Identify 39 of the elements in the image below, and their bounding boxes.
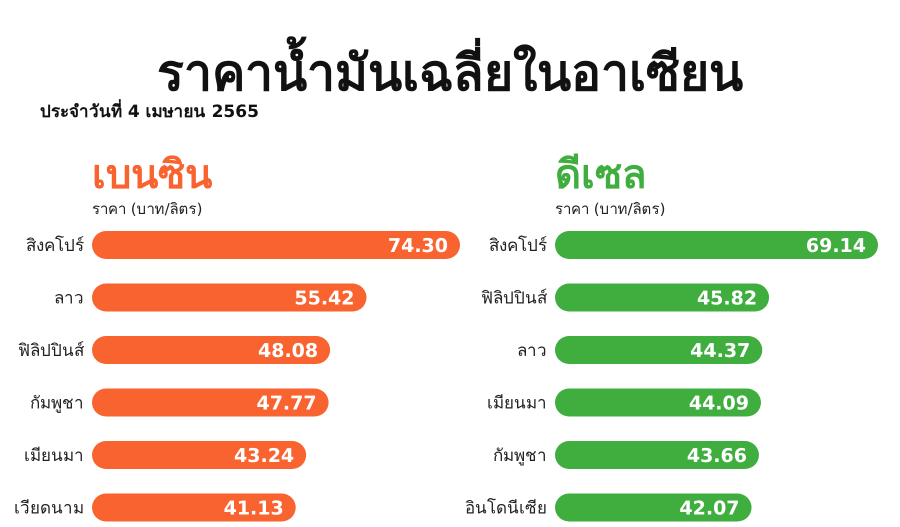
bar bbox=[555, 336, 762, 364]
y-tick-label: กัมพูชา bbox=[30, 394, 84, 414]
y-tick-label: กัมพูชา bbox=[493, 446, 547, 466]
y-tick-label: ลาว bbox=[54, 288, 84, 308]
y-tick-label: สิงคโปร์ bbox=[26, 235, 84, 256]
y-tick-label: เมียนมา bbox=[487, 394, 547, 414]
chart-subtitle: ราคา (บาท/ลิตร) bbox=[555, 200, 666, 218]
chart-title: ดีเซล bbox=[555, 152, 647, 198]
text: ราคาน้ำมันเฉลี่ยในอาเซียน bbox=[157, 36, 743, 102]
y-tick-label: เวียดนาม bbox=[14, 498, 84, 518]
data-label: 55.42 bbox=[294, 288, 354, 310]
data-label: 44.37 bbox=[690, 340, 750, 362]
bar bbox=[92, 441, 306, 469]
chart-subtitle: ราคา (บาท/ลิตร) bbox=[92, 200, 203, 218]
y-tick-label: อินโดนีเซีย bbox=[465, 498, 547, 518]
text: ประจำวันที่ 4 เมษายน 2565 bbox=[40, 99, 259, 122]
bar bbox=[92, 284, 366, 312]
data-label: 41.13 bbox=[224, 498, 284, 520]
y-tick-label: สิงคโปร์ bbox=[489, 235, 547, 256]
y-tick-label: ฟิลิปปินส์ bbox=[18, 341, 85, 361]
data-label: 69.14 bbox=[806, 235, 866, 257]
data-label: 43.24 bbox=[234, 445, 294, 467]
data-label: 42.07 bbox=[679, 498, 740, 520]
y-tick-label: ฟิลิปปินส์ bbox=[481, 288, 548, 308]
y-tick-label: เมียนมา bbox=[24, 446, 84, 466]
bar bbox=[92, 231, 460, 259]
bar bbox=[92, 388, 329, 416]
data-label: 74.30 bbox=[388, 235, 448, 257]
chart-title: เบนซิน bbox=[92, 152, 212, 198]
data-label: 44.09 bbox=[688, 392, 749, 414]
y-tick-label: ลาว bbox=[517, 341, 547, 361]
data-label: 47.77 bbox=[256, 392, 317, 414]
bar bbox=[92, 494, 296, 522]
data-label: 45.82 bbox=[696, 288, 758, 310]
data-label: 43.66 bbox=[686, 445, 747, 467]
bar bbox=[555, 231, 878, 259]
bar bbox=[555, 284, 770, 312]
bar bbox=[92, 336, 330, 364]
data-label: 48.08 bbox=[258, 340, 318, 362]
